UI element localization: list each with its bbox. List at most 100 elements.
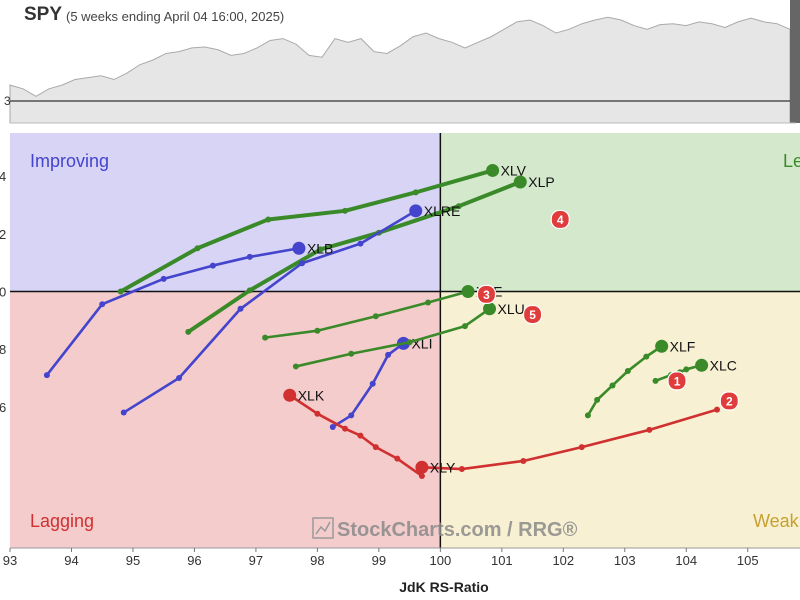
series-point: [357, 240, 364, 247]
chart-title: SPY: [24, 4, 63, 25]
series-point: [683, 366, 690, 373]
x-tick-label: 102: [552, 553, 574, 568]
series-point: [317, 246, 324, 253]
series-head-point[interactable]: [513, 175, 527, 189]
series-label: XLP: [528, 174, 554, 190]
series-point: [520, 457, 527, 464]
x-axis-label: JdK RS-Ratio: [399, 579, 489, 595]
series-point: [329, 423, 336, 430]
series-line-xlre: [122, 209, 418, 414]
quadrant-improving: [10, 133, 441, 292]
series-xlb: XLB: [43, 240, 333, 379]
marker-3[interactable]: 3: [476, 284, 497, 304]
series-point: [185, 328, 192, 335]
watermark-icon: [312, 517, 334, 539]
y-tick-label: 0: [0, 285, 6, 300]
series-point: [176, 374, 183, 381]
series-xly: XLY: [415, 406, 721, 475]
series-xlre: XLRE: [120, 203, 461, 416]
series-head-point[interactable]: [695, 358, 709, 372]
marker-badge: [719, 391, 739, 411]
quadrant-lagging: [10, 291, 441, 548]
series-point: [652, 377, 659, 384]
series-line-xlb: [45, 246, 301, 377]
series-head-point[interactable]: [655, 339, 669, 353]
series-head-point[interactable]: [483, 302, 497, 316]
series-point: [458, 466, 465, 473]
series-point: [394, 455, 401, 462]
series-line-xlf: [586, 344, 663, 417]
quadrant-labels: Improving Le Lagging Weak: [30, 151, 800, 531]
scroll-handle[interactable]: [790, 0, 800, 123]
series-point: [461, 323, 468, 330]
series-point: [372, 444, 379, 451]
marker-badge: [550, 209, 570, 230]
series-point: [418, 472, 425, 479]
series-point: [194, 245, 201, 252]
marker-5[interactable]: 5: [522, 304, 543, 325]
series-point: [584, 412, 591, 419]
marker-4[interactable]: 4: [550, 209, 570, 230]
series-point: [624, 368, 631, 375]
series-point: [348, 412, 355, 419]
series-point: [369, 380, 376, 387]
series-point: [348, 350, 355, 357]
x-tick-label: 101: [491, 553, 513, 568]
series-head-point[interactable]: [409, 204, 423, 218]
price-axis-tick: 3: [4, 94, 11, 108]
spy-price-panel: 3: [4, 0, 800, 124]
marker-label: 3: [483, 288, 490, 302]
y-tick-label: 2: [0, 227, 6, 242]
series-point: [412, 189, 419, 196]
series-point: [314, 410, 321, 417]
series-point: [265, 216, 272, 223]
series-point: [342, 425, 349, 432]
series-xlu: XLU: [292, 301, 525, 370]
series-line-xly: [420, 408, 719, 471]
x-tick-label: 100: [429, 553, 451, 568]
x-tick-label: 98: [310, 553, 324, 568]
marker-badge: [476, 284, 497, 304]
series-label: XLF: [670, 338, 696, 354]
spy-price-area: [9, 16, 791, 124]
rrg-center-lines: [10, 133, 800, 549]
series-line-xlp: [186, 179, 523, 334]
series-point: [246, 253, 253, 260]
series-head-point[interactable]: [292, 241, 306, 255]
series-head-point[interactable]: [415, 460, 429, 474]
marker-2[interactable]: 2: [719, 391, 739, 411]
series-point: [43, 372, 50, 379]
watermark-text: StockCharts.com / RRG®: [337, 519, 578, 541]
y-tick-label: 4: [0, 169, 6, 184]
series-point: [714, 406, 721, 413]
series-head-point[interactable]: [283, 388, 297, 402]
y-axis: 4 2 0 8 6: [0, 169, 6, 415]
series-xlp: XLP: [185, 174, 555, 335]
series-point: [372, 313, 379, 320]
marker-label: 1: [674, 374, 681, 388]
marker-label: 4: [557, 213, 564, 227]
marker-1[interactable]: 1: [667, 371, 687, 391]
series-head-point[interactable]: [486, 163, 500, 177]
series-point: [643, 353, 650, 360]
x-tick-label: 103: [614, 553, 636, 568]
x-tick-label: 99: [372, 553, 386, 568]
series-xlf: XLF: [584, 338, 696, 419]
series-point: [609, 382, 616, 389]
x-tick-label: 104: [675, 553, 697, 568]
x-tick-label: 97: [249, 553, 263, 568]
series-label: XLY: [430, 459, 456, 475]
series-label: XLRE: [424, 203, 461, 219]
x-axis: 93 94 95 96 97 98 99 100 101 102 103 104 105: [3, 548, 759, 568]
series-point: [342, 207, 349, 214]
x-tick-label: 95: [126, 553, 140, 568]
series-point: [117, 288, 124, 295]
x-tick-label: 93: [3, 553, 17, 568]
y-tick-label: 8: [0, 342, 6, 357]
series-label: XLB: [307, 240, 333, 256]
series-point: [385, 351, 392, 358]
series-head-point[interactable]: [461, 285, 475, 299]
series-label: XLK: [298, 387, 325, 403]
series-point: [314, 327, 321, 334]
x-tick-label: 94: [64, 553, 78, 568]
